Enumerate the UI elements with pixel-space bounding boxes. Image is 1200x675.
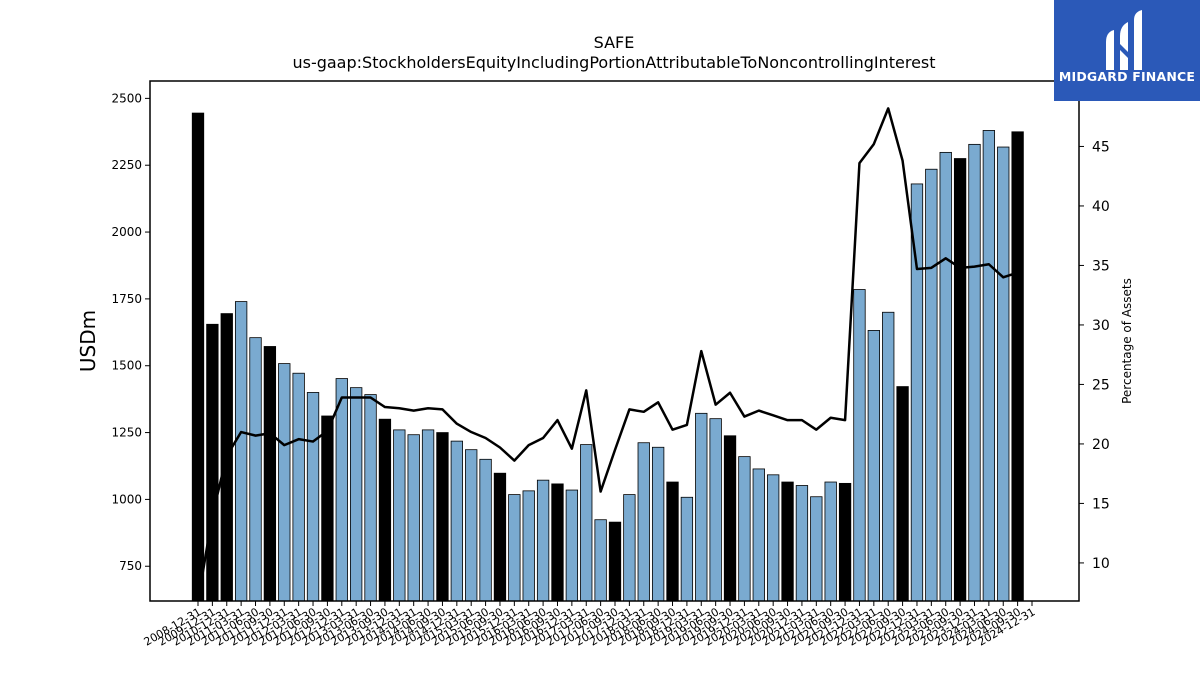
bar: [393, 429, 406, 602]
bar: [781, 481, 794, 602]
y-tick-label: 1500: [111, 359, 142, 373]
y-axis-label: USDm: [76, 310, 100, 372]
bar: [953, 158, 967, 602]
y2-tick-label: 35: [1092, 258, 1110, 274]
y2-tick-label: 30: [1092, 318, 1110, 334]
y2-axis-label: Percentage of Assets: [1120, 278, 1134, 404]
bar: [680, 496, 694, 602]
bar: [350, 387, 363, 602]
bar: [436, 432, 449, 602]
y-tick-label: 1250: [111, 426, 142, 440]
bar: [465, 449, 478, 602]
bar: [695, 412, 708, 602]
bar: [191, 112, 205, 602]
chart-subtitle: us-gaap:StockholdersEquityIncludingPorti…: [292, 53, 935, 72]
bar: [580, 444, 593, 602]
bar: [306, 392, 320, 602]
bar: [479, 458, 492, 602]
bar: [378, 418, 392, 602]
bar: [551, 483, 564, 602]
bar: [867, 330, 880, 602]
chart-title: SAFE: [594, 33, 635, 52]
y-tick-label: 750: [119, 559, 142, 573]
bar: [752, 468, 765, 602]
bar: [939, 151, 952, 602]
logo-mark-icon: [1106, 10, 1142, 70]
bar: [810, 496, 823, 602]
bar: [493, 472, 507, 602]
y2-tick-label: 25: [1092, 377, 1110, 393]
bar: [838, 482, 852, 602]
logo-text: MIDGARD FINANCE: [1058, 69, 1196, 84]
bar: [968, 143, 981, 602]
y2-tick-label: 45: [1092, 139, 1110, 155]
bar: [608, 521, 622, 602]
bar: [896, 386, 909, 602]
bar: [666, 481, 679, 602]
bar: [206, 323, 219, 602]
bar: [997, 146, 1010, 602]
bar: [882, 311, 895, 602]
y2-tick-label: 40: [1092, 199, 1110, 215]
bar: [536, 479, 550, 602]
bar: [364, 394, 377, 602]
y-tick-label: 2250: [111, 158, 142, 172]
y2-tick-label: 10: [1092, 556, 1110, 572]
bar: [421, 429, 435, 602]
bar: [637, 442, 650, 602]
y-tick-label: 1750: [111, 292, 142, 306]
series-line-percentage: [196, 107, 1019, 602]
bars-layer: [191, 112, 1024, 602]
bar: [321, 415, 334, 602]
bar: [263, 346, 277, 602]
bar: [853, 289, 866, 602]
bar: [522, 490, 535, 602]
bar: [767, 474, 780, 602]
bar: [292, 372, 305, 602]
y2-axis: 10 15 20 25 30 35 40 45: [1079, 139, 1110, 572]
y2-tick-label: 20: [1092, 437, 1110, 453]
y2-tick-label: 15: [1092, 496, 1110, 512]
y-tick-label: 2000: [111, 225, 142, 239]
bar: [234, 301, 248, 602]
bar: [508, 494, 521, 602]
bar: [824, 481, 837, 602]
bar: [982, 130, 996, 602]
bar: [623, 494, 636, 602]
y-axis: 750 1000 1250 1500 1750 2000 2250 2500: [111, 91, 150, 573]
bar: [594, 519, 607, 602]
line-layer: [196, 107, 1019, 602]
bar: [278, 363, 291, 602]
bar: [249, 337, 262, 602]
x-axis: 2008-12-312009-12-312010-12-312011-03-31…: [142, 601, 1038, 649]
bar: [925, 168, 938, 602]
bar: [335, 378, 348, 602]
bar: [738, 456, 751, 602]
bar: [651, 446, 665, 602]
brand-logo: MIDGARD FINANCE: [1054, 0, 1200, 101]
bar: [565, 489, 579, 602]
bar: [450, 440, 463, 602]
bar: [709, 418, 722, 602]
y-tick-label: 1000: [111, 492, 142, 506]
bar: [795, 485, 809, 602]
bar: [1011, 131, 1024, 602]
bar: [723, 435, 737, 602]
bar: [407, 434, 420, 602]
y-tick-label: 2500: [111, 91, 142, 105]
